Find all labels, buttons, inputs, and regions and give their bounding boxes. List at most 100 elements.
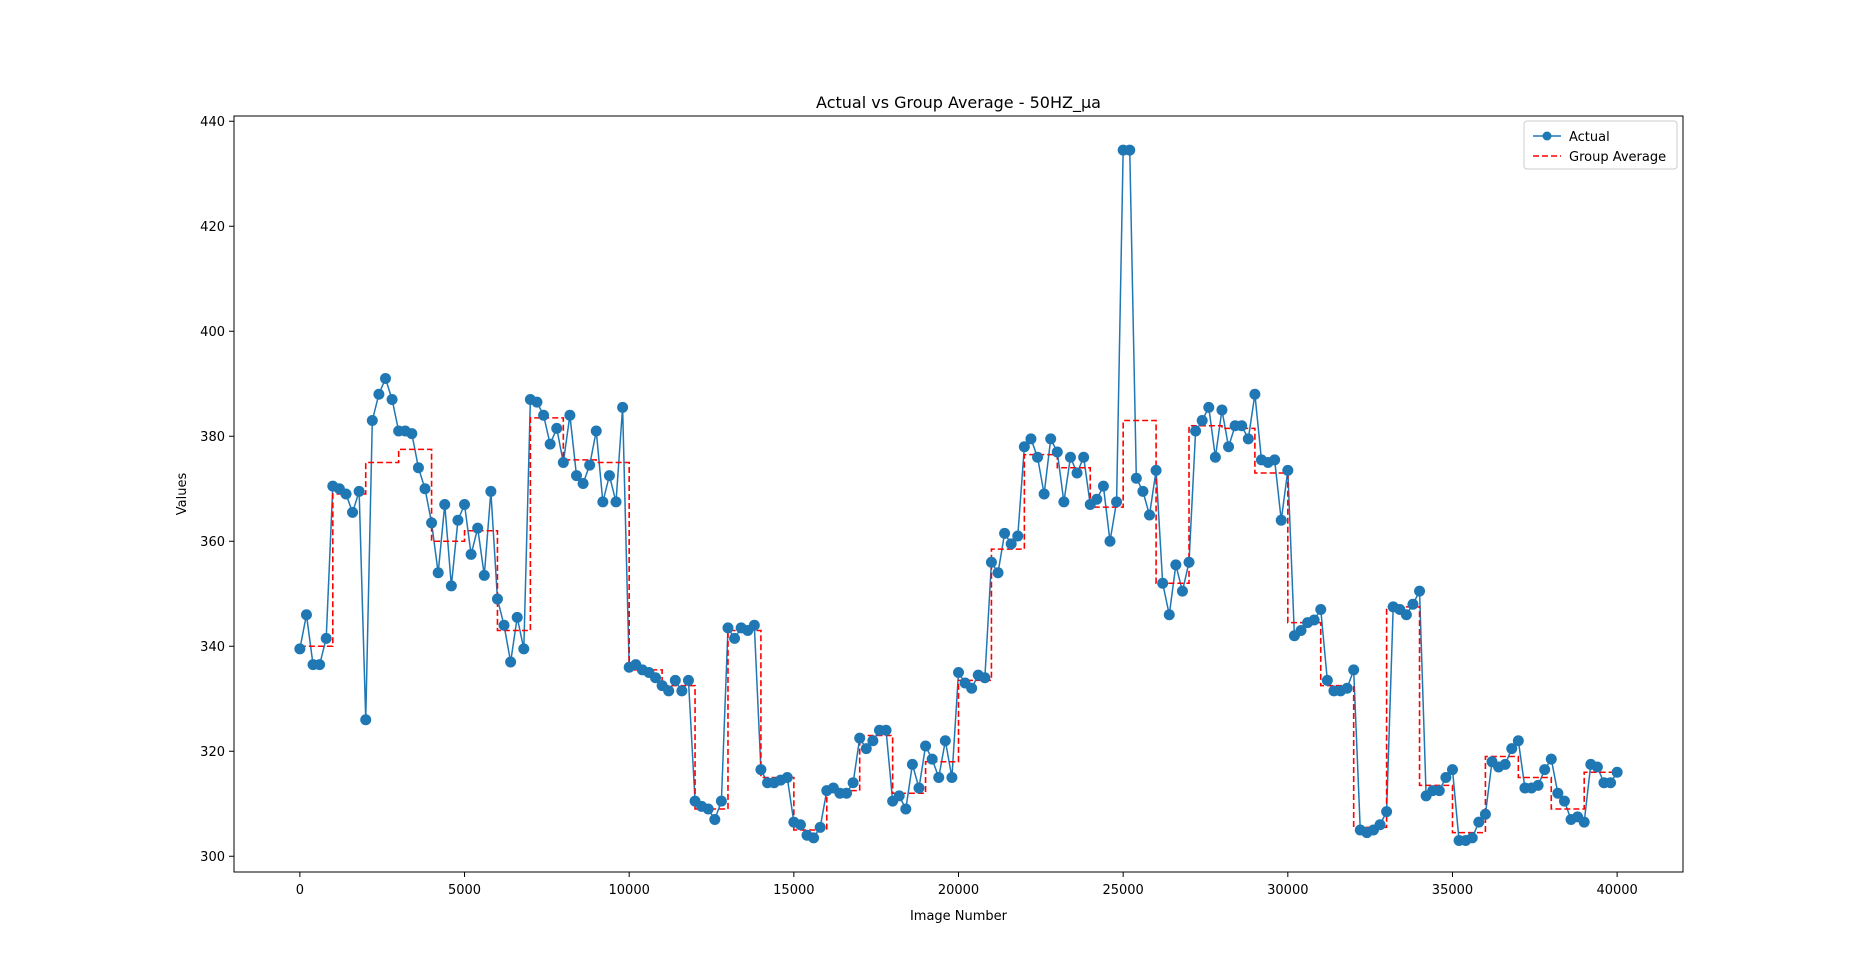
actual-data-point bbox=[920, 740, 932, 752]
actual-data-point bbox=[1223, 441, 1235, 453]
actual-data-point bbox=[913, 782, 925, 794]
actual-data-point bbox=[1071, 467, 1083, 479]
actual-data-point bbox=[1578, 816, 1590, 828]
actual-data-point bbox=[439, 499, 451, 510]
actual-data-point bbox=[939, 735, 951, 747]
actual-data-point bbox=[1466, 832, 1478, 844]
actual-data-point bbox=[933, 772, 945, 783]
actual-data-point bbox=[979, 672, 991, 684]
actual-data-point bbox=[814, 821, 826, 833]
actual-data-point bbox=[1124, 144, 1136, 156]
actual-data-point bbox=[1374, 819, 1386, 831]
actual-data-point bbox=[584, 459, 596, 471]
actual-data-point bbox=[603, 470, 615, 482]
y-tick-label: 340 bbox=[200, 640, 225, 655]
actual-data-point bbox=[610, 496, 622, 508]
actual-data-point bbox=[992, 567, 1004, 579]
actual-data-point bbox=[1045, 433, 1057, 445]
actual-data-point bbox=[1381, 806, 1393, 818]
actual-data-point bbox=[1275, 514, 1287, 526]
actual-data-point bbox=[966, 682, 978, 694]
actual-data-point bbox=[340, 488, 352, 500]
actual-data-point bbox=[1032, 451, 1044, 463]
actual-data-point bbox=[1282, 464, 1294, 476]
actual-data-point bbox=[478, 569, 490, 581]
actual-data-point bbox=[426, 517, 438, 529]
actual-data-point bbox=[366, 415, 378, 426]
actual-data-point bbox=[1545, 753, 1557, 765]
actual-data-point bbox=[1025, 433, 1037, 445]
actual-data-point bbox=[1203, 401, 1215, 413]
actual-data-point bbox=[373, 388, 385, 400]
actual-data-point bbox=[1196, 415, 1208, 426]
actual-data-point bbox=[1414, 585, 1426, 597]
actual-data-point bbox=[926, 753, 938, 765]
legend-average-label: Group Average bbox=[1569, 150, 1666, 165]
y-tick-label: 420 bbox=[200, 220, 225, 235]
actual-data-point bbox=[1144, 509, 1155, 521]
y-tick-label: 320 bbox=[200, 745, 225, 760]
actual-data-point bbox=[1183, 556, 1195, 568]
actual-data-point bbox=[452, 514, 464, 526]
x-tick-label: 25000 bbox=[1102, 883, 1143, 898]
actual-data-point bbox=[880, 724, 892, 736]
actual-data-point bbox=[650, 672, 662, 684]
actual-data-point bbox=[386, 394, 398, 405]
actual-data-point bbox=[294, 643, 306, 655]
actual-data-point bbox=[854, 732, 866, 744]
actual-data-point bbox=[1400, 609, 1412, 621]
actual-data-point bbox=[867, 735, 879, 747]
actual-data-point bbox=[1512, 735, 1524, 747]
x-tick-label: 0 bbox=[296, 883, 304, 898]
legend-actual-marker bbox=[1542, 131, 1552, 141]
actual-data-point bbox=[1506, 743, 1518, 755]
y-tick-label: 440 bbox=[200, 115, 225, 130]
chart-title: Actual vs Group Average - 50HZ_µa bbox=[816, 93, 1101, 113]
actual-data-point bbox=[1473, 816, 1485, 828]
x-axis-label: Image Number bbox=[910, 909, 1008, 924]
y-axis: 300 320 340 360 380 400 420 440 bbox=[200, 115, 234, 865]
actual-data-point bbox=[1321, 674, 1333, 686]
actual-data-point bbox=[1097, 480, 1109, 492]
actual-data-point bbox=[715, 795, 727, 807]
actual-data-point bbox=[709, 814, 721, 825]
actual-data-point bbox=[379, 373, 391, 384]
x-tick-label: 10000 bbox=[609, 883, 650, 898]
actual-data-point bbox=[1038, 488, 1050, 500]
actual-data-point bbox=[676, 685, 688, 697]
actual-data-point bbox=[669, 674, 681, 686]
actual-data-point bbox=[445, 580, 457, 592]
actual-data-point bbox=[597, 496, 609, 508]
actual-data-point bbox=[1552, 787, 1564, 799]
actual-data-point bbox=[1407, 598, 1419, 610]
actual-data-point bbox=[985, 556, 997, 568]
actual-data-point bbox=[472, 522, 484, 534]
actual-data-point bbox=[577, 478, 589, 489]
actual-data-point bbox=[1137, 485, 1149, 497]
actual-data-point bbox=[570, 470, 582, 482]
actual-data-point bbox=[1163, 609, 1175, 621]
actual-data-point bbox=[1018, 441, 1030, 453]
actual-data-point bbox=[1005, 538, 1017, 550]
actual-data-point bbox=[551, 422, 563, 434]
x-tick-label: 20000 bbox=[938, 883, 979, 898]
actual-data-point bbox=[1209, 451, 1221, 463]
x-tick-label: 40000 bbox=[1596, 883, 1637, 898]
actual-data-point bbox=[1308, 614, 1320, 626]
actual-data-point bbox=[617, 401, 629, 413]
actual-data-point bbox=[1157, 577, 1169, 589]
actual-data-point bbox=[808, 832, 820, 844]
legend-box bbox=[1523, 120, 1678, 170]
actual-data-point bbox=[1190, 425, 1202, 437]
actual-data-point bbox=[1104, 535, 1116, 547]
actual-data-point bbox=[906, 758, 918, 770]
actual-data-point bbox=[1539, 764, 1551, 776]
actual-data-point bbox=[1012, 530, 1024, 542]
actual-data-point bbox=[406, 428, 418, 440]
actual-data-point bbox=[564, 409, 576, 421]
actual-data-point bbox=[682, 674, 694, 686]
actual-data-point bbox=[465, 548, 477, 560]
actual-data-point bbox=[1170, 559, 1182, 571]
actual-data-point bbox=[1236, 420, 1248, 432]
actual-data-point bbox=[314, 659, 326, 671]
